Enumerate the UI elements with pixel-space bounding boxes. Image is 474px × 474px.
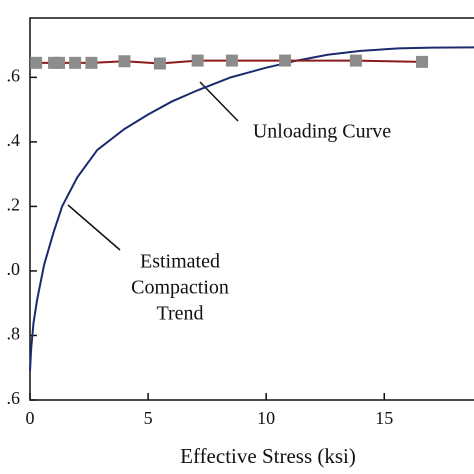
leader-line [67, 204, 121, 251]
marker [153, 57, 166, 70]
annotation: Trend [156, 303, 203, 325]
marker [191, 54, 204, 67]
plot-frame [29, 17, 474, 401]
y-tick-label: .2 [7, 195, 21, 215]
marker [279, 54, 292, 67]
y-tick-label: .6 [7, 388, 21, 408]
series-line [29, 46, 474, 372]
leader-line [199, 81, 239, 122]
x-tick-label: 15 [375, 408, 393, 428]
x-tick-label: 5 [144, 408, 153, 428]
y-tick-label: .8 [7, 324, 21, 344]
x-tick-label: 0 [26, 408, 35, 428]
marker [118, 55, 131, 68]
marker [225, 54, 238, 67]
marker [416, 55, 429, 68]
annotation: Estimated [140, 251, 220, 273]
y-tick-label: .0 [7, 259, 21, 279]
x-axis-label: Effective Stress (ksi) [180, 444, 356, 468]
marker [69, 56, 82, 69]
marker [85, 56, 98, 69]
y-tick-label: .4 [7, 130, 21, 150]
marker [30, 56, 43, 69]
marker [349, 54, 362, 67]
annotation: Unloading Curve [253, 121, 391, 143]
x-tick-label: 10 [257, 408, 275, 428]
y-tick-label: .6 [7, 65, 21, 85]
annotation: Compaction [131, 277, 229, 299]
marker [53, 56, 66, 69]
